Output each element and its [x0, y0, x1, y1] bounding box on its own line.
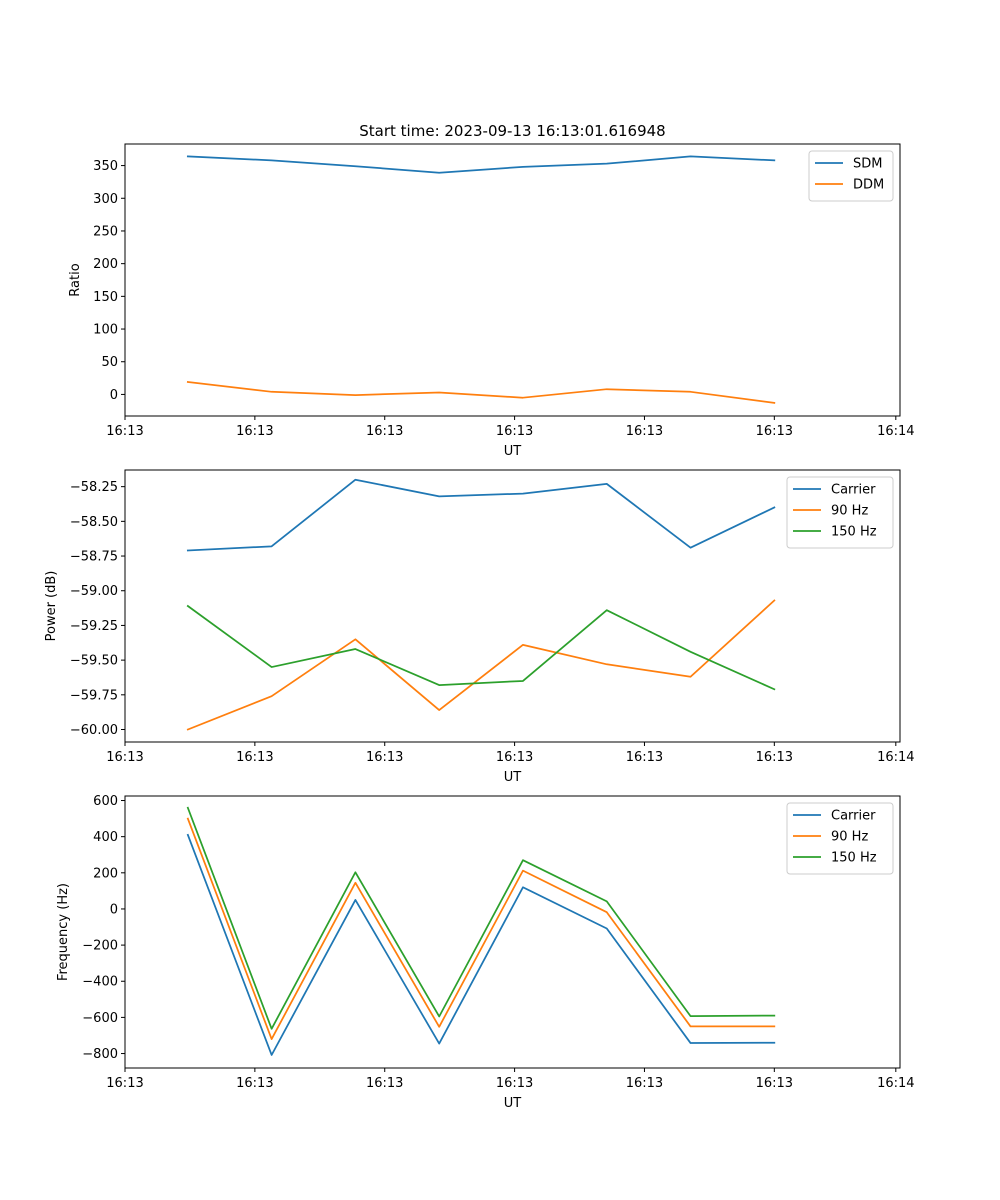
y-tick-label: 400: [93, 830, 118, 845]
y-tick-label: 250: [93, 224, 118, 239]
y-tick-label: −58.50: [70, 515, 118, 530]
y-tick-label: 200: [93, 866, 118, 881]
x-axis-label: UT: [504, 1096, 522, 1111]
series-line-150-hz: [186, 604, 776, 691]
series-line-carrier: [186, 478, 776, 552]
x-tick-label: 16:13: [756, 750, 793, 765]
axes-frame: [124, 143, 901, 417]
axes-frame: [124, 469, 901, 743]
legend-label: DDM: [853, 178, 884, 193]
x-tick-label: 16:13: [366, 750, 403, 765]
legend: Carrier 90 Hz 150 Hz: [786, 802, 894, 875]
x-tick-label: 16:13: [106, 750, 143, 765]
x-tick-label: 16:14: [877, 750, 914, 765]
y-tick-label: −59.00: [70, 584, 118, 599]
series-line-150-hz: [186, 806, 776, 1030]
y-tick-label: −59.50: [70, 654, 118, 669]
y-tick-label: 350: [93, 159, 118, 174]
x-tick-label: 16:13: [106, 1076, 143, 1091]
y-axis-label: Frequency (Hz): [56, 883, 71, 981]
subplot-3: 16:13 16:13 16:13 16:13 16:13 16:13 16:14 −800 −…: [56, 794, 915, 1111]
x-tick-label: 16:13: [626, 424, 663, 439]
series-line-ddm: [186, 381, 776, 404]
legend-label: Carrier: [831, 809, 876, 824]
y-tick-label: −800: [82, 1047, 118, 1062]
x-tick-label: 16:13: [366, 1076, 403, 1091]
y-tick-label: 100: [93, 323, 118, 338]
series-line-carrier: [186, 833, 776, 1056]
x-tick-label: 16:13: [756, 1076, 793, 1091]
y-tick-label: −60.00: [70, 723, 118, 738]
legend-label: 90 Hz: [831, 830, 868, 845]
x-tick-label: 16:13: [496, 424, 533, 439]
x-tick-label: 16:14: [877, 1076, 914, 1091]
series-line-sdm: [186, 155, 776, 174]
y-tick-label: 600: [93, 794, 118, 809]
legend: Carrier 90 Hz 150 Hz: [786, 476, 894, 549]
y-axis-label: Power (dB): [44, 571, 59, 642]
y-tick-label: −400: [82, 975, 118, 990]
y-tick-label: 150: [93, 290, 118, 305]
x-tick-label: 16:13: [756, 424, 793, 439]
legend-label: 150 Hz: [831, 525, 877, 540]
x-tick-label: 16:13: [496, 1076, 533, 1091]
axes-frame: [124, 795, 901, 1069]
x-tick-label: 16:13: [366, 424, 403, 439]
legend-label: SDM: [853, 157, 882, 172]
x-axis-label: UT: [504, 444, 522, 459]
y-tick-label: 0: [110, 902, 118, 917]
series-line-90-hz: [186, 599, 776, 731]
x-tick-label: 16:13: [106, 424, 143, 439]
y-tick-label: −58.75: [70, 550, 118, 565]
y-tick-label: 200: [93, 257, 118, 272]
subplot-1: 16:13 16:13 16:13 16:13 16:13 16:13 16:14 0 50 10…: [68, 122, 915, 459]
y-tick-label: −58.25: [70, 480, 118, 495]
y-tick-label: −600: [82, 1011, 118, 1026]
x-tick-label: 16:13: [626, 1076, 663, 1091]
legend-label: 90 Hz: [831, 504, 868, 519]
chart-title: Start time: 2023-09-13 16:13:01.616948: [359, 122, 665, 140]
y-tick-label: −200: [82, 939, 118, 954]
x-axis-label: UT: [504, 770, 522, 785]
legend-label: Carrier: [831, 483, 876, 498]
y-tick-label: 0: [110, 388, 118, 403]
x-tick-label: 16:13: [626, 750, 663, 765]
x-tick-label: 16:13: [236, 750, 273, 765]
y-tick-label: −59.25: [70, 619, 118, 634]
x-tick-label: 16:13: [496, 750, 533, 765]
legend-label: 150 Hz: [831, 851, 877, 866]
legend: SDM DDM: [808, 150, 894, 202]
series-line-90-hz: [186, 817, 776, 1040]
y-tick-label: 300: [93, 192, 118, 207]
subplot-2: 16:13 16:13 16:13 16:13 16:13 16:13 16:14 −60.0…: [44, 469, 915, 785]
x-tick-label: 16:13: [236, 424, 273, 439]
y-axis-label: Ratio: [68, 263, 83, 296]
y-tick-label: −59.75: [70, 688, 118, 703]
x-tick-label: 16:13: [236, 1076, 273, 1091]
y-tick-label: 50: [101, 355, 118, 370]
x-tick-label: 16:14: [877, 424, 914, 439]
